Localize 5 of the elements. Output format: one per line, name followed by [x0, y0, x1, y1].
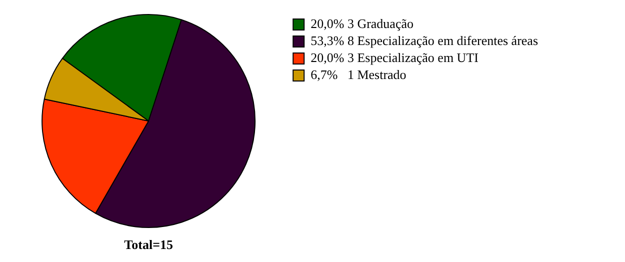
- text: Total=15: [124, 236, 174, 252]
- legend-label: 53,3% 8 Especialização em diferentes áreas: [310, 32, 538, 48]
- legend-label: 6,7% 1 Mestrado: [310, 66, 406, 82]
- legend-label: 20,0% 3 Especialização em UTI: [310, 50, 478, 65]
- legend-label: 20,0% 3 Graduação: [310, 16, 414, 31]
